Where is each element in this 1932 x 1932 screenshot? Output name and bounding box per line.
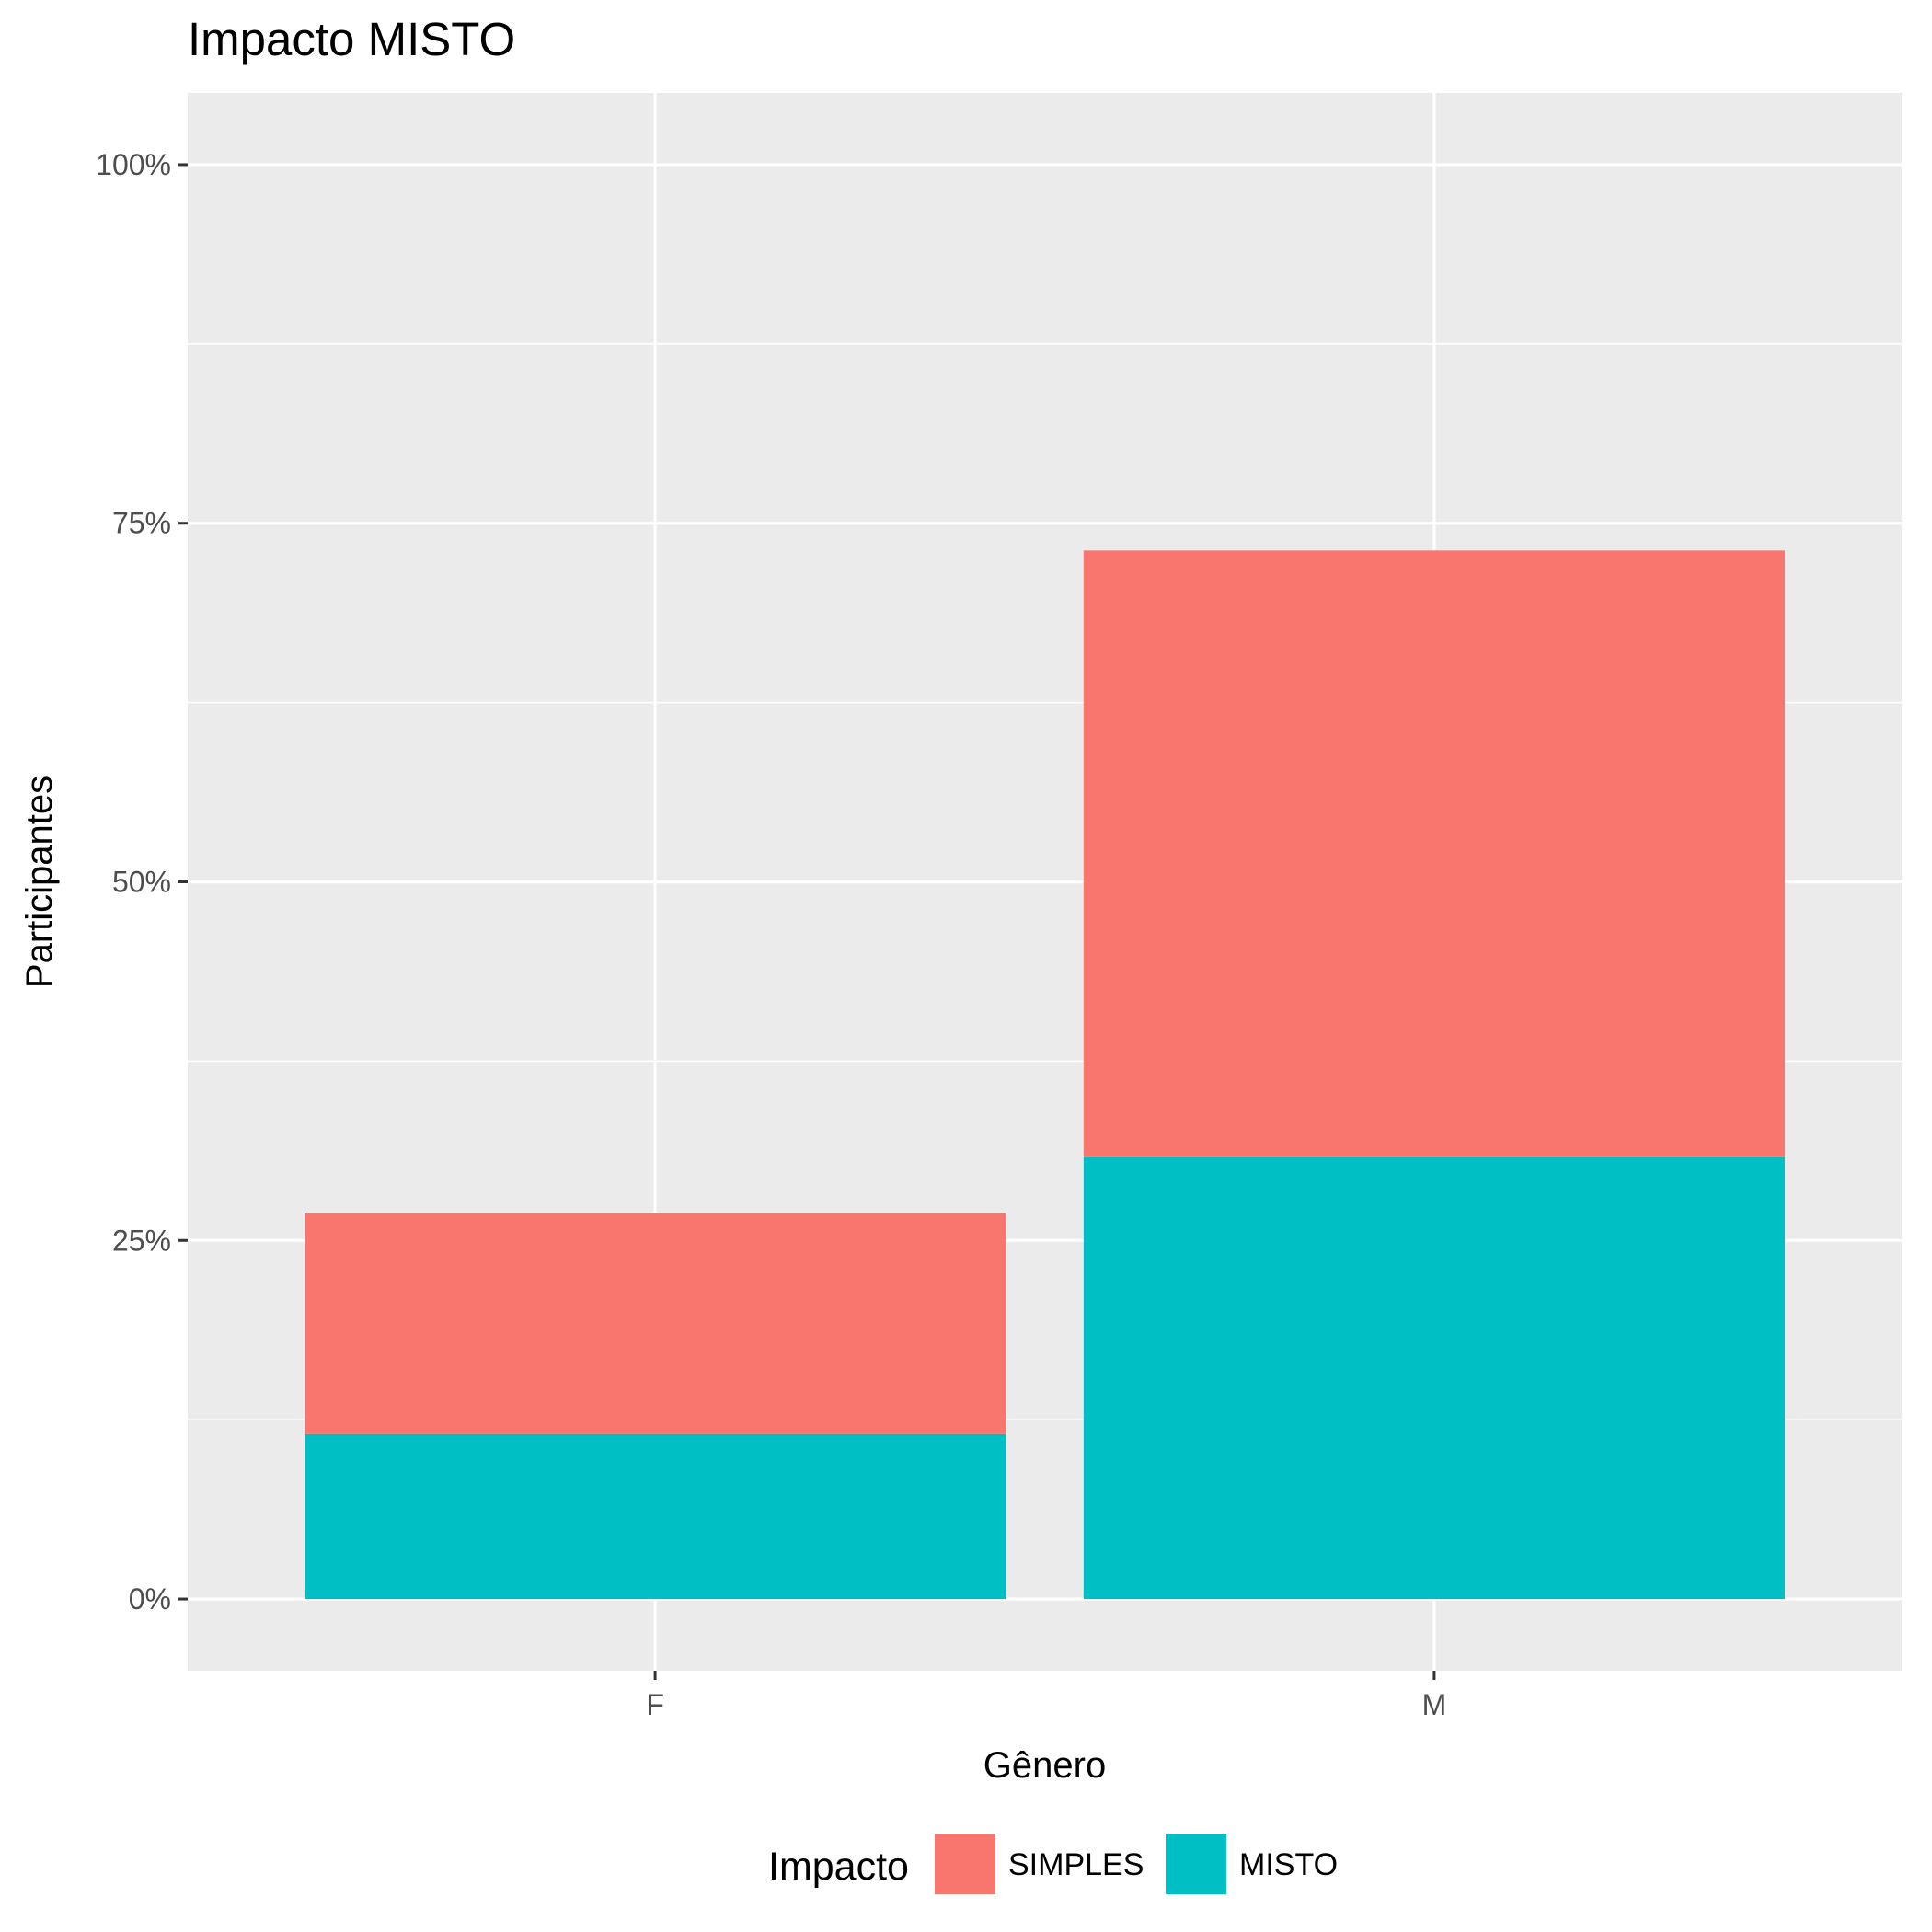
x-axis-title: Gênero bbox=[983, 1745, 1106, 1786]
y-axis-title: Participantes bbox=[19, 776, 60, 988]
y-tick-label: 75% bbox=[112, 507, 171, 540]
y-axis: 0% 25% 50% 75% 100% bbox=[96, 148, 188, 1616]
y-tick-label: 50% bbox=[112, 866, 171, 899]
legend-title: Impacto bbox=[768, 1845, 909, 1889]
x-tick-label: M bbox=[1422, 1688, 1447, 1721]
legend-key-misto bbox=[1166, 1834, 1226, 1894]
chart-title: Impacto MISTO bbox=[188, 13, 515, 65]
legend-label-misto: MISTO bbox=[1239, 1847, 1338, 1882]
legend: Impacto SIMPLES MISTO bbox=[768, 1834, 1338, 1894]
y-tick-label: 0% bbox=[129, 1582, 171, 1616]
legend-key-simples bbox=[935, 1834, 995, 1894]
bar-misto-f bbox=[305, 1433, 1006, 1600]
legend-label-simples: SIMPLES bbox=[1008, 1847, 1144, 1882]
y-tick-label: 100% bbox=[96, 148, 171, 181]
bar-simples-m bbox=[1083, 550, 1785, 1157]
y-tick-label: 25% bbox=[112, 1224, 171, 1257]
bar-simples-f bbox=[305, 1213, 1006, 1434]
bar-misto-m bbox=[1083, 1156, 1785, 1600]
bars bbox=[305, 550, 1785, 1600]
x-tick-label: F bbox=[646, 1688, 664, 1721]
